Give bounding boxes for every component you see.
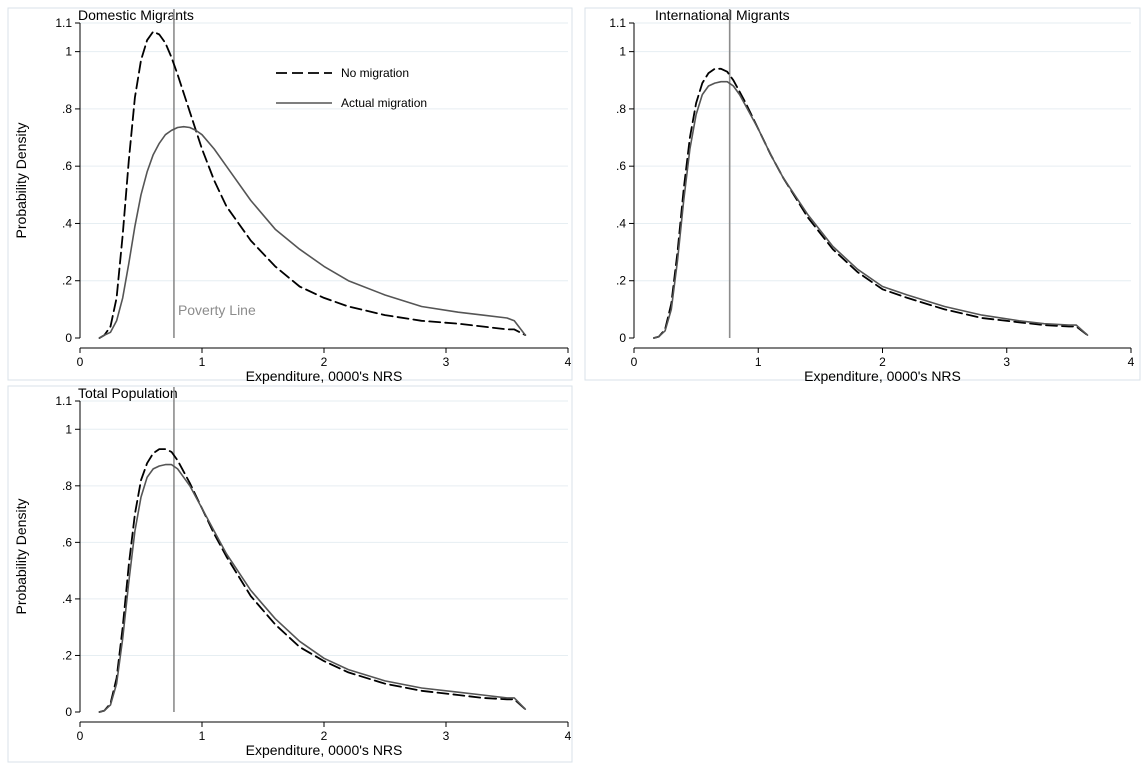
panel-title: Domestic Migrants [78, 7, 194, 23]
y-tick-label: 0 [65, 705, 72, 719]
y-tick-label: .8 [62, 102, 72, 116]
panel-title: Total Population [78, 385, 178, 401]
x-tick-label: 4 [565, 729, 572, 743]
y-tick-label: 1 [65, 45, 72, 59]
y-tick-label: 1.1 [55, 394, 72, 408]
y-tick-label: .4 [616, 216, 626, 230]
y-tick-label: 0 [619, 331, 626, 345]
y-tick-label: .6 [62, 535, 72, 549]
chart-panel-1: 0 .2 .4 .6 .8 1 1.1 0 1 2 3 4 Domestic Migrants Expen… [7, 7, 573, 384]
series-line-no-migration [653, 67, 1089, 339]
x-tick-label: 3 [443, 355, 450, 369]
legend-label: No migration [341, 66, 409, 80]
y-tick-label: 1.1 [55, 16, 72, 30]
series-line-no-migration [98, 448, 527, 713]
y-tick-label: .2 [616, 274, 626, 288]
series-line-actual-migration [98, 125, 527, 339]
y-tick-label: .4 [62, 592, 72, 606]
x-axis-label: Expenditure, 0000's NRS [246, 742, 403, 758]
chart-panel-2: 0 .2 .4 .6 .8 1 1.1 0 1 2 3 4 International Migrants… [584, 7, 1141, 384]
y-axis-label: Probability Density [13, 123, 29, 239]
y-tick-label: 1.1 [609, 16, 626, 30]
x-axis-label: Expenditure, 0000's NRS [804, 368, 961, 384]
y-axis-label: Probability Density [13, 499, 29, 615]
x-tick-label: 0 [77, 355, 84, 369]
x-tick-label: 0 [631, 355, 638, 369]
panel-frame [7, 7, 573, 381]
x-tick-label: 2 [321, 355, 328, 369]
x-tick-label: 1 [755, 355, 762, 369]
x-tick-label: 1 [199, 355, 206, 369]
panel-frame [7, 385, 573, 763]
x-tick-label: 2 [321, 729, 328, 743]
legend-label: Actual migration [341, 96, 427, 110]
panel-frame [584, 7, 1141, 381]
y-tick-label: .8 [616, 102, 626, 116]
y-tick-label: .8 [62, 479, 72, 493]
series-line-actual-migration [653, 80, 1089, 339]
y-tick-label: .6 [616, 159, 626, 173]
x-tick-label: 4 [565, 355, 572, 369]
x-axis-label: Expenditure, 0000's NRS [246, 368, 403, 384]
series-line-actual-migration [98, 463, 527, 713]
y-tick-label: .4 [62, 216, 72, 230]
y-tick-label: .2 [62, 648, 72, 662]
x-tick-label: 2 [879, 355, 886, 369]
y-tick-label: 0 [65, 331, 72, 345]
x-tick-label: 0 [77, 729, 84, 743]
y-tick-label: 1 [619, 45, 626, 59]
chart-panel-3: 0 .2 .4 .6 .8 1 1.1 0 1 2 3 4 Total Population Expend… [7, 385, 573, 763]
x-tick-label: 3 [1003, 355, 1010, 369]
x-tick-label: 1 [199, 729, 206, 743]
y-tick-label: 1 [65, 422, 72, 436]
poverty-line-annotation: Poverty Line [178, 302, 256, 318]
y-tick-label: .6 [62, 159, 72, 173]
panel-title: International Migrants [655, 7, 790, 23]
x-tick-label: 4 [1128, 355, 1135, 369]
legend: No migration Actual migration [276, 66, 427, 110]
x-tick-label: 3 [443, 729, 450, 743]
y-tick-label: .2 [62, 274, 72, 288]
